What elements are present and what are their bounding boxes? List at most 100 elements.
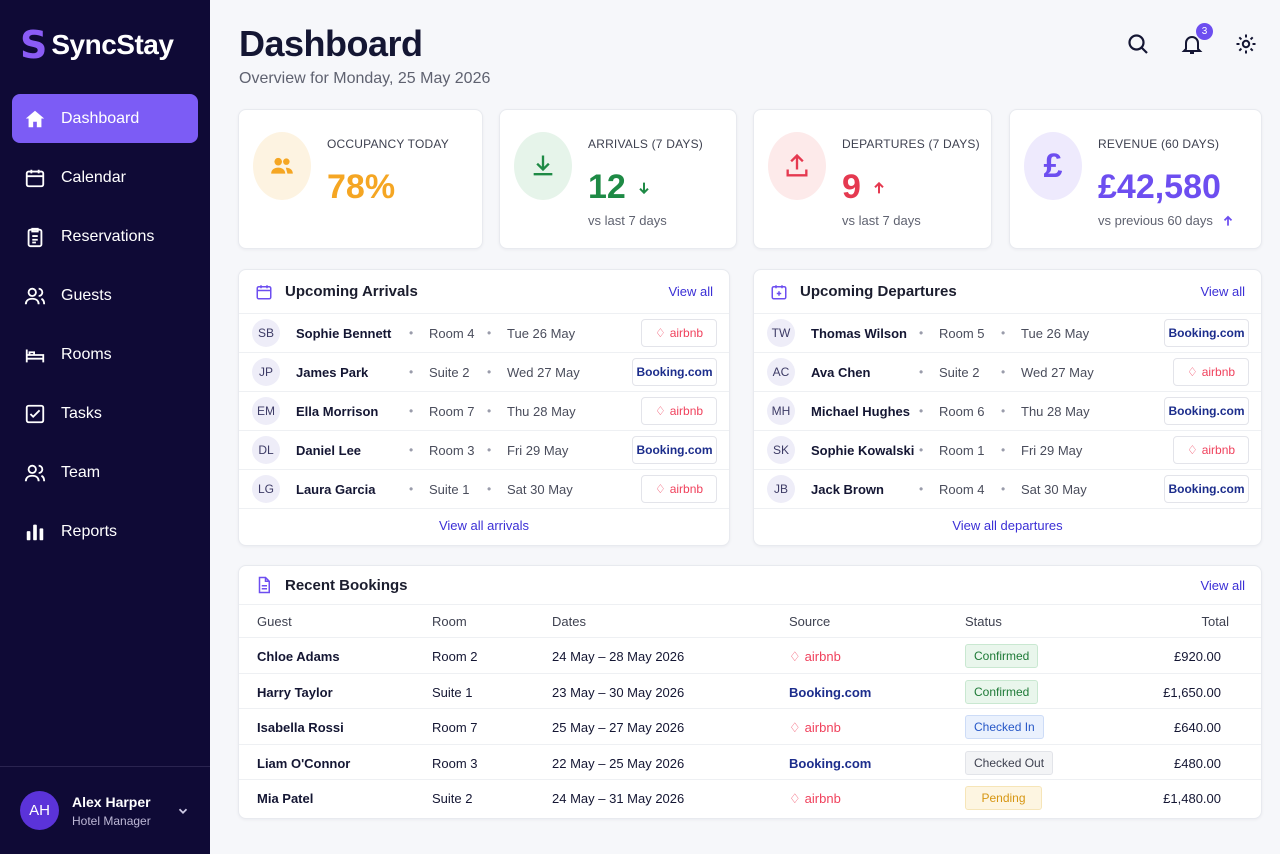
view-all-departures-link[interactable]: View all departures — [952, 518, 1063, 533]
arrow-up-icon — [1223, 215, 1233, 226]
list-item[interactable]: LG Laura Garcia • Suite 1 • Sat 30 May ♢… — [239, 470, 729, 509]
user-menu[interactable]: AH Alex Harper Hotel Manager — [0, 766, 210, 854]
column-header-dates[interactable]: Dates — [552, 614, 586, 629]
stat-sub-text: vs previous 60 days — [1098, 213, 1213, 228]
checkbox-icon — [25, 404, 45, 423]
source-chip: ♢ airbnb — [641, 319, 717, 347]
settings-button[interactable] — [1234, 32, 1258, 56]
nav-item-calendar[interactable]: Calendar — [12, 153, 198, 202]
column-header-room[interactable]: Room — [432, 614, 467, 629]
table-row[interactable]: Chloe Adams Room 2 24 May – 28 May 2026 … — [239, 638, 1261, 674]
guest-name: Laura Garcia — [296, 481, 376, 497]
table-header: Guest Room Dates Source Status Total — [239, 605, 1261, 638]
separator-dot: • — [1001, 326, 1006, 340]
cell-dates: 23 May – 30 May 2026 — [552, 684, 685, 700]
guest-name: Sophie Bennett — [296, 325, 392, 341]
stat-label: REVENUE (60 DAYS) — [1098, 137, 1220, 151]
sidebar: S SyncStay Dashboard Calendar Reservatio… — [0, 0, 210, 854]
stat-value-text: 9 — [842, 168, 861, 206]
list-item[interactable]: MH Michael Hughes • Room 6 • Thu 28 May … — [754, 392, 1261, 431]
users-icon — [24, 287, 46, 304]
nav-item-dashboard[interactable]: Dashboard — [12, 94, 198, 143]
view-all-link[interactable]: View all — [1200, 284, 1245, 299]
nav-item-team[interactable]: Team — [12, 448, 198, 497]
nav-item-guests[interactable]: Guests — [12, 271, 198, 320]
airbnb-icon: ♢ — [1186, 365, 1198, 379]
gear-icon — [1236, 34, 1256, 54]
cell-total: £480.00 — [1174, 755, 1221, 771]
date: Sat 30 May — [1021, 481, 1087, 497]
nav-item-label: Tasks — [61, 404, 102, 422]
room: Suite 2 — [429, 364, 470, 380]
airbnb-icon: ♢ — [789, 791, 801, 806]
guest-initials: JP — [252, 358, 280, 386]
separator-dot: • — [919, 443, 924, 457]
guest-initials: JB — [767, 475, 795, 503]
airbnb-icon: ♢ — [654, 482, 666, 496]
separator-dot: • — [409, 443, 414, 457]
cell-dates: 24 May – 28 May 2026 — [552, 649, 685, 664]
list-item[interactable]: SK Sophie Kowalski • Room 1 • Fri 29 May… — [754, 431, 1261, 470]
upcoming-departures-panel: Upcoming Departures View all TW Thomas W… — [753, 269, 1262, 546]
column-header-status[interactable]: Status — [965, 614, 1002, 629]
app-logo[interactable]: S SyncStay — [20, 25, 174, 65]
list-item[interactable]: AC Ava Chen • Suite 2 • Wed 27 May ♢ airb… — [754, 353, 1261, 392]
room: Room 6 — [939, 403, 985, 419]
room: Room 7 — [429, 403, 475, 419]
recent-bookings-panel: Recent Bookings View all Guest Room Date… — [238, 565, 1262, 819]
table-row[interactable]: Isabella Rossi Room 7 25 May – 27 May 20… — [239, 709, 1261, 745]
list-item[interactable]: EM Ella Morrison • Room 7 • Thu 28 May ♢… — [239, 392, 729, 431]
list-item[interactable]: JB Jack Brown • Room 4 • Sat 30 May Book… — [754, 470, 1261, 509]
view-all-link[interactable]: View all — [668, 284, 713, 299]
list-item[interactable]: DL Daniel Lee • Room 3 • Fri 29 May Book… — [239, 431, 729, 470]
view-all-link[interactable]: View all — [1200, 577, 1245, 593]
cell-guest: Isabella Rossi — [257, 720, 344, 735]
list-item[interactable]: TW Thomas Wilson • Room 5 • Tue 26 May B… — [754, 314, 1261, 353]
room: Room 1 — [939, 442, 985, 458]
separator-dot: • — [487, 326, 492, 340]
table-row[interactable]: Liam O'Connor Room 3 22 May – 25 May 202… — [239, 745, 1261, 780]
table-body: Chloe Adams Room 2 24 May – 28 May 2026 … — [239, 638, 1261, 816]
list-item[interactable]: SB Sophie Bennett • Room 4 • Tue 26 May … — [239, 314, 729, 353]
table-row[interactable]: Mia Patel Suite 2 24 May – 31 May 2026 ♢… — [239, 780, 1261, 816]
room: Room 3 — [429, 442, 475, 458]
stat-icon-bg — [253, 132, 311, 200]
date: Fri 29 May — [507, 442, 569, 458]
nav-item-tasks[interactable]: Tasks — [12, 389, 198, 438]
cell-room: Room 3 — [432, 755, 478, 771]
notifications-button[interactable]: 3 — [1180, 23, 1213, 56]
nav-item-label: Dashboard — [61, 109, 140, 127]
download-icon — [533, 155, 553, 176]
guest-initials: SB — [252, 319, 280, 347]
view-all-arrivals-link[interactable]: View all arrivals — [438, 518, 530, 533]
separator-dot: • — [487, 404, 492, 418]
chevron-down-icon[interactable] — [176, 804, 190, 818]
arrow-down-icon — [639, 182, 649, 194]
stat-sub: vs previous 60 days — [1098, 213, 1235, 228]
guest-name: James Park — [296, 364, 369, 380]
room: Suite 2 — [939, 364, 980, 380]
column-header-total[interactable]: Total — [1201, 614, 1229, 629]
separator-dot: • — [919, 482, 924, 496]
source-chip: ♢ airbnb — [1173, 358, 1249, 386]
separator-dot: • — [1001, 482, 1006, 496]
avatar: AH — [20, 791, 59, 830]
list-item[interactable]: JP James Park • Suite 2 • Wed 27 May Boo… — [239, 353, 729, 392]
table-row[interactable]: Harry Taylor Suite 1 23 May – 30 May 202… — [239, 674, 1261, 709]
nav-item-rooms[interactable]: Rooms — [12, 330, 198, 379]
nav-item-label: Guests — [61, 286, 112, 304]
separator-dot: • — [487, 482, 492, 496]
date: Thu 28 May — [507, 403, 576, 419]
column-header-source[interactable]: Source — [789, 614, 831, 629]
app-name: SyncStay — [51, 29, 174, 60]
stat-value: 9 — [842, 168, 887, 207]
airbnb-icon: ♢ — [654, 326, 666, 340]
page-title: Dashboard — [239, 23, 423, 64]
column-header-guest[interactable]: Guest — [257, 614, 292, 629]
nav-item-reports[interactable]: Reports — [12, 507, 198, 556]
calendar-icon — [25, 169, 45, 187]
guest-initials: TW — [767, 319, 795, 347]
search-button[interactable] — [1126, 32, 1150, 56]
nav-item-reservations[interactable]: Reservations — [12, 212, 198, 261]
airbnb-icon: ♢ — [789, 649, 801, 664]
